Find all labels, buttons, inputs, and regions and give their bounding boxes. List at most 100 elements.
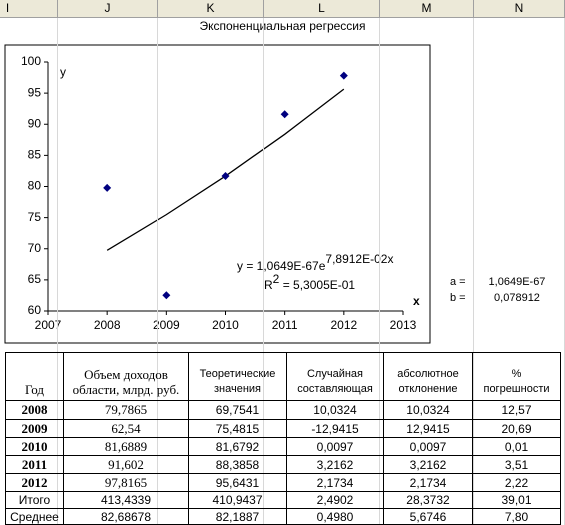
table-cell: 20,69 xyxy=(472,419,561,438)
table-cell: 95,6431 xyxy=(188,473,287,492)
table-header-cell: Теоретические значения xyxy=(188,352,287,401)
x-tick-label: 2011 xyxy=(272,318,298,332)
equation-exponent: 7,8912E-02x xyxy=(325,252,393,266)
header-line: Объем доходов xyxy=(84,367,168,382)
param-value: 0,078912 xyxy=(494,292,540,304)
header-line: Год xyxy=(24,382,45,397)
header-line: области, млрд. руб. xyxy=(72,382,180,397)
table-cell: 81,6792 xyxy=(188,437,287,456)
row-label: Итого xyxy=(5,491,64,509)
gridline xyxy=(263,18,264,525)
header-line: Теоретические xyxy=(199,368,276,380)
table-cell: 410,9437 xyxy=(188,491,287,509)
gridline xyxy=(473,18,474,525)
row-label: 2012 xyxy=(5,473,64,492)
table-cell: 88,3858 xyxy=(188,455,287,474)
table-cell: 0,0097 xyxy=(383,437,473,456)
table-cell: 0,0097 xyxy=(286,437,384,456)
header-line: абсолютное xyxy=(397,368,459,380)
y-tick-label: 85 xyxy=(28,148,42,162)
gridline xyxy=(57,18,58,525)
table-cell: 91,602 xyxy=(63,455,189,474)
y-tick-label: 95 xyxy=(28,85,42,99)
table-cell: 10,0324 xyxy=(383,400,473,420)
table-cell: 82,1887 xyxy=(188,508,287,525)
y-tick-label: 80 xyxy=(28,179,42,193)
header-line: значения xyxy=(213,383,262,395)
point xyxy=(221,171,230,180)
table-cell: 81,6889 xyxy=(63,437,189,456)
x-axis-label: x xyxy=(413,294,420,308)
table-cell: 12,57 xyxy=(472,400,561,420)
r-squared-sup: 2 xyxy=(273,272,280,286)
column-header: N xyxy=(474,0,565,18)
param-label: a = xyxy=(450,276,466,288)
table-cell: 3,2162 xyxy=(286,455,384,474)
sheet-title: Экспоненциальная регрессия xyxy=(199,19,366,33)
param-label: b = xyxy=(450,292,466,304)
row-label: 2011 xyxy=(5,455,64,474)
table-header-cell: Год xyxy=(5,352,64,401)
column-header: K xyxy=(158,0,264,18)
table-header-cell: абсолютное отклонение xyxy=(383,352,473,401)
row-label: 2009 xyxy=(5,419,64,438)
row-label: 2008 xyxy=(5,400,64,420)
row-label: 2010 xyxy=(5,437,64,456)
point xyxy=(103,183,112,192)
column-header: L xyxy=(264,0,380,18)
table-cell: 10,0324 xyxy=(286,400,384,420)
table-cell: 39,01 xyxy=(472,491,561,509)
x-tick-label: 2010 xyxy=(212,318,239,332)
x-tick-label: 2008 xyxy=(94,318,121,332)
table-cell: 7,80 xyxy=(472,508,561,525)
column-header: M xyxy=(380,0,474,18)
header-line: погрешности xyxy=(483,383,550,395)
y-tick-label: 90 xyxy=(28,116,42,130)
y-tick-label: 65 xyxy=(28,272,42,286)
table-cell: 62,54 xyxy=(63,419,189,438)
table-cell: 0,01 xyxy=(472,437,561,456)
table-cell: 75,4815 xyxy=(188,419,287,438)
point xyxy=(280,110,289,119)
table-cell: 413,4339 xyxy=(63,491,189,509)
r-squared: R xyxy=(264,278,273,292)
y-tick-label: 75 xyxy=(28,210,42,224)
row-label: Среднее xyxy=(5,508,64,525)
table-cell: 69,7541 xyxy=(188,400,287,420)
y-tick-label: 100 xyxy=(21,54,41,68)
column-header: J xyxy=(58,0,158,18)
y-tick-label: 70 xyxy=(28,241,42,255)
x-tick-label: 2009 xyxy=(153,318,180,332)
table-cell: -12,9415 xyxy=(286,419,384,438)
table-header-cell: Объем доходов области, млрд. руб. xyxy=(63,352,189,401)
table-cell: 2,22 xyxy=(472,473,561,492)
table-cell: 28,3732 xyxy=(383,491,473,509)
table-cell: 2,4902 xyxy=(286,491,384,509)
x-tick-label: 2012 xyxy=(330,318,357,332)
header-line: % xyxy=(511,368,522,380)
x-tick-label: 2007 xyxy=(35,318,62,332)
table-header-cell: Случайная составляющая xyxy=(286,352,384,401)
param-value: 1,0649E-67 xyxy=(488,276,546,288)
equation: y = 1,0649E-67e xyxy=(237,259,326,273)
table-cell: 5,6746 xyxy=(383,508,473,525)
point xyxy=(162,291,171,300)
table-cell: 97,8165 xyxy=(63,473,189,492)
gridline xyxy=(157,18,158,525)
table-cell: 0,4980 xyxy=(286,508,384,525)
table-cell: 3,2162 xyxy=(383,455,473,474)
chart-frame xyxy=(4,44,431,344)
column-header: I xyxy=(0,0,58,18)
table-cell: 82,68678 xyxy=(63,508,189,525)
header-line: отклонение xyxy=(398,383,458,395)
table-cell: 12,9415 xyxy=(383,419,473,438)
table-cell: 3,51 xyxy=(472,455,561,474)
point xyxy=(339,71,348,80)
table-cell: 79,7865 xyxy=(63,400,189,420)
r-squared-value: = 5,3005E-01 xyxy=(279,278,355,292)
y-tick-label: 60 xyxy=(28,303,42,317)
table-cell: 2,1734 xyxy=(383,473,473,492)
table-cell: 2,1734 xyxy=(286,473,384,492)
